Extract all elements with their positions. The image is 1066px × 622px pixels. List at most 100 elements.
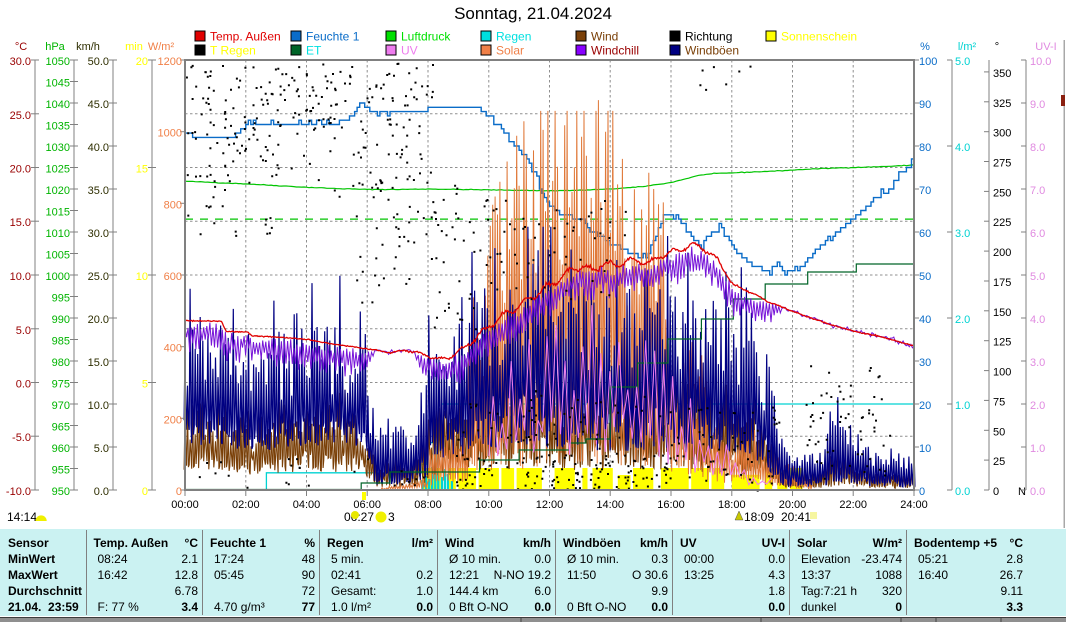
svg-text:0.0: 0.0 [16,379,31,391]
svg-text:975: 975 [52,379,70,391]
svg-text:N: N [1018,486,1026,498]
svg-text:1050: 1050 [46,56,70,68]
svg-text:1005: 1005 [46,250,70,262]
svg-text:10:00: 10:00 [475,499,503,511]
svg-text:16:00: 16:00 [657,499,685,511]
svg-text:1015: 1015 [46,207,70,219]
svg-text:3.0: 3.0 [1030,357,1045,369]
svg-text:980: 980 [52,357,70,369]
svg-text:5.0: 5.0 [94,443,109,455]
svg-text:14:14: 14:14 [7,510,37,524]
svg-text:50.0: 50.0 [88,56,109,68]
svg-text:995: 995 [52,293,70,305]
svg-text:965: 965 [52,422,70,434]
svg-text:150: 150 [993,307,1011,319]
svg-text:20.0: 20.0 [10,164,31,176]
svg-text:min: min [125,41,143,53]
svg-text:°C: °C [15,41,27,53]
svg-text:5.0: 5.0 [955,56,970,68]
svg-text:Wind: Wind [591,30,618,44]
svg-text:0: 0 [919,486,925,498]
svg-text:225: 225 [993,217,1011,229]
svg-text:1045: 1045 [46,78,70,90]
svg-text:30.0: 30.0 [88,228,109,240]
svg-text:955: 955 [52,465,70,477]
svg-text:20: 20 [136,56,148,68]
svg-text:990: 990 [52,314,70,326]
svg-text:l/m²: l/m² [958,41,977,53]
svg-text:9.0: 9.0 [1030,99,1045,111]
svg-text:35.0: 35.0 [88,185,109,197]
svg-text:1040: 1040 [46,99,70,111]
svg-text:20: 20 [919,400,931,412]
svg-text:24:00: 24:00 [900,499,928,511]
svg-text:15.0: 15.0 [10,217,31,229]
svg-text:Feuchte 1: Feuchte 1 [306,30,360,44]
svg-text:6.0: 6.0 [1030,228,1045,240]
svg-text:25: 25 [993,456,1005,468]
svg-text:1010: 1010 [46,228,70,240]
svg-text:20:41: 20:41 [781,510,811,524]
svg-text:2.0: 2.0 [1030,400,1045,412]
svg-text:5.0: 5.0 [1030,271,1045,283]
svg-text:50: 50 [919,271,931,283]
svg-text:1000: 1000 [46,271,70,283]
svg-text:15.0: 15.0 [88,357,109,369]
svg-text:06:00: 06:00 [353,499,381,511]
svg-text:800: 800 [164,199,182,211]
svg-text:1.0: 1.0 [955,400,970,412]
svg-text:0.0: 0.0 [1030,486,1045,498]
svg-text:T Regen: T Regen [210,44,256,58]
svg-text:18:09: 18:09 [744,510,774,524]
svg-text:20.0: 20.0 [88,314,109,326]
svg-text:06:27: 06:27 [344,510,374,524]
svg-text:-5.0: -5.0 [12,432,31,444]
svg-text:80: 80 [919,142,931,154]
svg-text:Solar: Solar [496,44,524,58]
svg-text:985: 985 [52,336,70,348]
svg-text:10.0: 10.0 [88,400,109,412]
svg-text:-10.0: -10.0 [6,486,31,498]
svg-text:275: 275 [993,158,1011,170]
svg-text:W/m²: W/m² [148,41,175,53]
svg-text:325: 325 [993,98,1011,110]
svg-text:250: 250 [993,187,1011,199]
svg-text:12:00: 12:00 [536,499,564,511]
svg-text:Windchill: Windchill [591,44,639,58]
svg-text:10.0: 10.0 [1030,56,1051,68]
svg-text:950: 950 [52,486,70,498]
svg-text:0: 0 [993,486,999,498]
svg-text:Sonntag, 21.04.2024: Sonntag, 21.04.2024 [454,4,612,23]
svg-text:0: 0 [176,486,182,498]
svg-text:40: 40 [919,314,931,326]
svg-text:0: 0 [142,486,148,498]
svg-text:7.0: 7.0 [1030,185,1045,197]
svg-text:70: 70 [919,185,931,197]
svg-text:18:00: 18:00 [718,499,746,511]
svg-text:600: 600 [164,271,182,283]
svg-text:Luftdruck: Luftdruck [401,30,451,44]
svg-text:100: 100 [919,56,937,68]
svg-text:1.0: 1.0 [1030,443,1045,455]
svg-text:90: 90 [919,99,931,111]
svg-text:Windböen: Windböen [685,44,739,58]
svg-text:50: 50 [993,426,1005,438]
svg-text:%: % [920,41,930,53]
svg-text:Richtung: Richtung [685,30,732,44]
svg-text:1020: 1020 [46,185,70,197]
svg-text:2.0: 2.0 [955,314,970,326]
svg-text:1200: 1200 [158,56,182,68]
svg-text:350: 350 [993,68,1011,80]
svg-text:1025: 1025 [46,164,70,176]
svg-text:400: 400 [164,343,182,355]
svg-text:Sonnenschein: Sonnenschein [781,30,857,44]
svg-text:3: 3 [388,510,395,524]
svg-text:0.0: 0.0 [94,486,109,498]
svg-text:Temp. Außen: Temp. Außen [210,30,281,44]
svg-text:300: 300 [993,128,1011,140]
svg-text:14:00: 14:00 [596,499,624,511]
svg-text:15: 15 [136,164,148,176]
svg-text:1035: 1035 [46,121,70,133]
svg-text:30: 30 [919,357,931,369]
svg-text:°: ° [995,41,999,53]
